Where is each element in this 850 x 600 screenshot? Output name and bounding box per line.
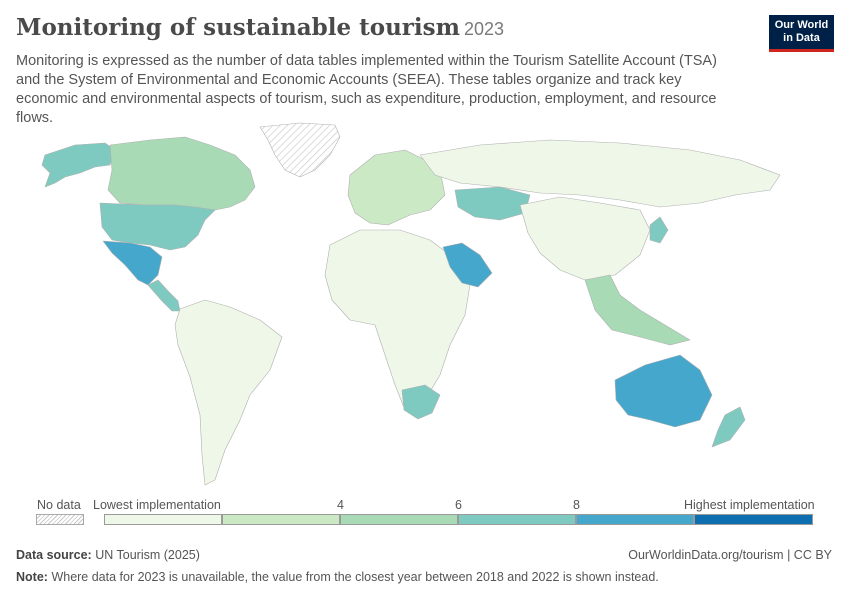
region-australia[interactable] <box>614 354 713 428</box>
legend-bin-6[interactable] <box>694 514 813 525</box>
world-map <box>0 115 850 500</box>
legend-bin-2[interactable] <box>222 514 340 525</box>
footnote-text: Where data for 2023 is unavailable, the … <box>51 570 659 584</box>
region-russia[interactable] <box>419 139 781 208</box>
legend-lowest-label: Lowest implementation <box>93 498 221 512</box>
chart-title: Monitoring of sustainable tourism 2023 <box>16 14 504 41</box>
legend-bin-4[interactable] <box>458 514 576 525</box>
legend-highest-label: Highest implementation <box>684 498 815 512</box>
legend-tick-6: 6 <box>455 498 462 512</box>
chart-title-text: Monitoring of sustainable tourism <box>16 14 460 41</box>
footnote: Note: Where data for 2023 is unavailable… <box>16 570 659 584</box>
legend-tick-8: 8 <box>573 498 580 512</box>
region-united-states[interactable] <box>99 202 216 251</box>
region-japan[interactable] <box>649 216 669 244</box>
logo-line-1: Our World <box>774 19 829 31</box>
region-canada[interactable] <box>107 136 256 211</box>
region-saudi-arabia[interactable] <box>442 242 493 288</box>
legend-no-data-swatch <box>36 514 84 525</box>
region-europe[interactable] <box>347 149 446 226</box>
chart-subtitle: Monitoring is expressed as the number of… <box>16 53 717 126</box>
legend-tick-4: 4 <box>337 498 344 512</box>
legend-bin-1[interactable] <box>104 514 222 525</box>
region-southeast-asia[interactable] <box>584 274 691 346</box>
region-alaska[interactable] <box>41 142 116 188</box>
region-central-america[interactable] <box>147 279 181 312</box>
region-south-america[interactable] <box>174 299 283 486</box>
region-china[interactable] <box>519 196 651 281</box>
region-new-zealand[interactable] <box>711 406 746 448</box>
chart-year: 2023 <box>463 19 504 39</box>
legend-no-data-label: No data <box>37 498 81 512</box>
region-south-africa[interactable] <box>401 384 441 420</box>
data-source: Data source: UN Tourism (2025) <box>16 548 200 562</box>
world-map-svg <box>41 122 781 486</box>
logo-line-2: in Data <box>783 32 820 44</box>
legend-bin-5[interactable] <box>576 514 694 525</box>
owid-logo[interactable]: Our World in Data <box>769 15 834 52</box>
region-africa[interactable] <box>324 229 471 411</box>
data-source-value[interactable]: UN Tourism (2025) <box>95 548 200 562</box>
footnote-label: Note: <box>16 570 48 584</box>
region-mexico[interactable] <box>102 240 163 286</box>
map-legend: No data Lowest implementation 4 6 8 High… <box>0 496 850 536</box>
data-source-label: Data source: <box>16 548 92 562</box>
legend-bin-3[interactable] <box>340 514 458 525</box>
region-greenland[interactable] <box>259 122 341 178</box>
owid-url[interactable]: OurWorldinData.org/tourism | CC BY <box>628 548 832 562</box>
region-kazakhstan[interactable] <box>454 186 531 221</box>
